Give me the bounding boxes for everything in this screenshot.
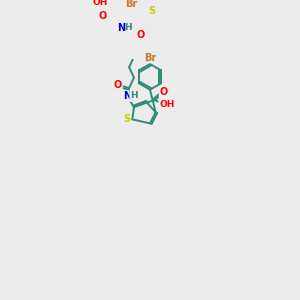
Text: Br: Br bbox=[125, 0, 138, 9]
Text: S: S bbox=[123, 114, 130, 124]
Text: O: O bbox=[136, 30, 145, 40]
Text: OH: OH bbox=[92, 0, 108, 7]
Text: S: S bbox=[148, 6, 155, 16]
Text: O: O bbox=[160, 87, 168, 97]
Text: H: H bbox=[124, 22, 131, 32]
Text: O: O bbox=[114, 80, 122, 90]
Text: N: N bbox=[124, 91, 132, 101]
Text: OH: OH bbox=[159, 100, 175, 109]
Text: Br: Br bbox=[144, 52, 156, 63]
Text: N: N bbox=[117, 23, 125, 33]
Text: H: H bbox=[130, 91, 138, 100]
Text: O: O bbox=[98, 11, 107, 21]
